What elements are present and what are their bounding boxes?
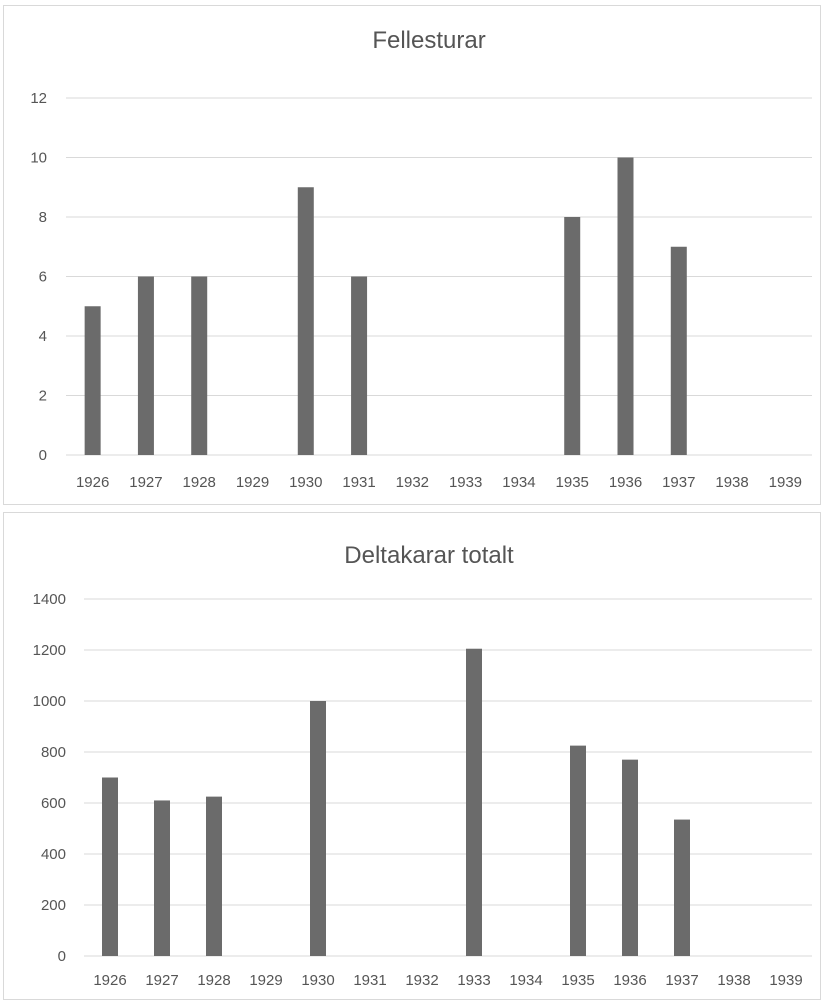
x-tick-label: 1928 [197,972,230,989]
bar-1937 [674,819,690,956]
x-tick-label: 1926 [93,972,126,989]
x-tick-label: 1926 [76,474,109,491]
y-tick-label: 4 [39,328,47,345]
bar-1926 [84,306,101,455]
x-tick-label: 1930 [301,972,334,989]
x-tick-label: 1936 [609,474,642,491]
bar-1937 [670,246,687,455]
x-tick-label: 1932 [396,474,429,491]
bar-1927 [154,800,170,956]
y-tick-label: 10 [30,150,47,167]
x-tick-label: 1927 [145,972,178,989]
y-tick-label: 0 [58,948,66,965]
chart-fellesturar-svg: Fellesturar 0 2 4 6 8 10 12 1926 1927 1928 1929 193… [30,27,812,491]
bar-1936 [622,759,638,956]
x-tick-label: 1936 [613,972,646,989]
x-tick-label: 1933 [457,972,490,989]
y-tick-label: 1000 [33,693,66,710]
y-tick-label: 2 [39,388,47,405]
x-tick-label: 1931 [353,972,386,989]
bar-1930 [297,187,314,455]
bar-1931 [351,276,368,455]
x-tick-label: 1928 [183,474,216,491]
x-tick-label: 1938 [717,972,750,989]
x-tick-label: 1927 [129,474,162,491]
y-tick-label: 600 [41,795,66,812]
y-tick-label: 8 [39,209,47,226]
x-tick-label: 1935 [556,474,589,491]
chart-title: Fellesturar [372,27,485,54]
y-tick-label: 6 [39,269,47,286]
x-tick-label: 1932 [405,972,438,989]
y-tick-label: 400 [41,846,66,863]
chart-deltakarar-totalt: Deltakarar totalt 0 200 400 600 800 1000 1200 1… [3,512,821,1000]
y-tick-label: 1200 [33,642,66,659]
y-tick-label: 800 [41,744,66,761]
x-tick-label: 1933 [449,474,482,491]
bar-1928 [191,276,208,455]
x-tick-label: 1937 [665,972,698,989]
x-tick-label: 1930 [289,474,322,491]
y-tick-label: 1400 [33,591,66,608]
x-tick-label: 1929 [236,474,269,491]
y-tick-label: 200 [41,897,66,914]
x-tick-label: 1935 [561,972,594,989]
chart-title: Deltakarar totalt [344,542,514,569]
x-tick-label: 1934 [502,474,535,491]
chart-deltakarar-totalt-svg: Deltakarar totalt 0 200 400 600 800 1000 1200 1… [33,542,812,989]
bar-1930 [310,701,326,956]
x-tick-label: 1938 [715,474,748,491]
x-tick-label: 1931 [342,474,375,491]
x-tick-label: 1929 [249,972,282,989]
bar-1927 [137,276,154,455]
bar-1926 [102,777,118,956]
bar-1928 [206,796,222,956]
x-tick-label: 1939 [769,972,802,989]
bar-1936 [617,157,634,455]
bar-1935 [564,217,581,455]
x-tick-label: 1937 [662,474,695,491]
bar-1935 [570,745,586,956]
chart-fellesturar: Fellesturar 0 2 4 6 8 10 12 1926 1927 1928 1929 193… [3,5,821,505]
y-tick-label: 12 [30,90,47,107]
y-tick-label: 0 [39,447,47,464]
x-tick-label: 1939 [769,474,802,491]
x-tick-label: 1934 [509,972,542,989]
bar-1933 [466,648,482,956]
